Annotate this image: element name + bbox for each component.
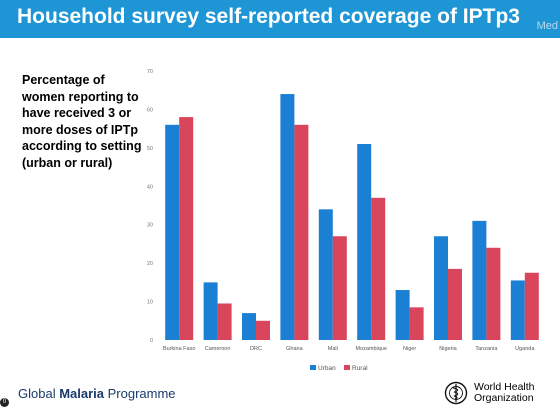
- legend-swatch-rural: [344, 365, 350, 370]
- x-tick-label-3: Ghana: [286, 346, 303, 352]
- chart-description: Percentage of women reporting to have re…: [22, 73, 142, 170]
- x-tick-label-4: Mali: [328, 346, 338, 352]
- y-tick-label-0: 0: [150, 338, 153, 344]
- x-tick-label-9: Uganda: [515, 346, 535, 352]
- x-tick-label-6: Niger: [403, 346, 416, 352]
- programme-name: Global Malaria Programme: [18, 386, 176, 401]
- bar-urban-tanzania: [472, 220, 487, 340]
- y-tick-label-7: 70: [147, 69, 153, 75]
- programme-suffix: Programme: [104, 386, 176, 401]
- bar-rural-niger: [409, 307, 424, 340]
- who-name: World Health Organization: [474, 382, 535, 404]
- bar-rural-nigeria: [448, 268, 462, 340]
- slide-title: Household survey self-reported coverage …: [17, 5, 520, 28]
- y-tick-label-6: 60: [147, 107, 153, 113]
- bar-urban-mali: [318, 209, 333, 340]
- bar-chart: 0 10 20 30 40 50 60 70 Burkina Faso Cameroon DRC Gh…: [147, 69, 539, 372]
- y-tick-label-2: 20: [147, 261, 153, 267]
- x-tick-label-7: Nigeria: [439, 346, 457, 352]
- bar-urban-mozambique: [357, 144, 372, 340]
- bar-urban-uganda: [510, 280, 525, 340]
- who-logo: World Health Organization: [444, 380, 556, 406]
- bar-urban-burkina-faso: [165, 124, 180, 340]
- x-tick-label-8: Tanzania: [475, 346, 498, 352]
- x-tick-label-2: DRC: [250, 346, 262, 352]
- bar-rural-burkina-faso: [179, 117, 194, 340]
- page-marker: 0: [0, 398, 9, 407]
- bar-rural-mozambique: [371, 197, 386, 340]
- who-name-line1: World Health: [474, 381, 535, 393]
- bar-urban-nigeria: [434, 236, 448, 340]
- title-bar: Household survey self-reported coverage …: [0, 0, 560, 38]
- y-tick-label-1: 10: [147, 300, 153, 306]
- y-tick-label-3: 30: [147, 223, 153, 229]
- legend-label-rural: Rural: [352, 365, 368, 372]
- watermark-text: Med: [536, 20, 558, 32]
- bar-rural-drc: [256, 320, 270, 340]
- bar-rural-uganda: [524, 272, 539, 340]
- bar-rural-ghana: [294, 124, 309, 340]
- programme-bold: Malaria: [59, 386, 105, 401]
- legend-label-urban: Urban: [318, 365, 336, 372]
- y-tick-label-5: 50: [147, 146, 153, 152]
- bar-urban-niger: [395, 290, 410, 340]
- bar-urban-cameroon: [203, 282, 218, 340]
- programme-prefix: Global: [18, 386, 60, 401]
- bar-rural-mali: [332, 236, 347, 340]
- x-tick-label-1: Cameroon: [205, 346, 231, 352]
- bar-rural-cameroon: [217, 303, 232, 340]
- y-tick-label-4: 40: [147, 184, 153, 190]
- bar-urban-drc: [242, 313, 256, 340]
- x-tick-label-5: Mozambique: [355, 346, 387, 352]
- x-tick-label-0: Burkina Faso: [163, 346, 195, 352]
- legend-swatch-urban: [310, 365, 316, 370]
- who-name-line2: Organization: [474, 392, 534, 404]
- bar-urban-ghana: [280, 94, 295, 340]
- bar-rural-tanzania: [486, 247, 501, 340]
- who-emblem-icon: [444, 381, 468, 405]
